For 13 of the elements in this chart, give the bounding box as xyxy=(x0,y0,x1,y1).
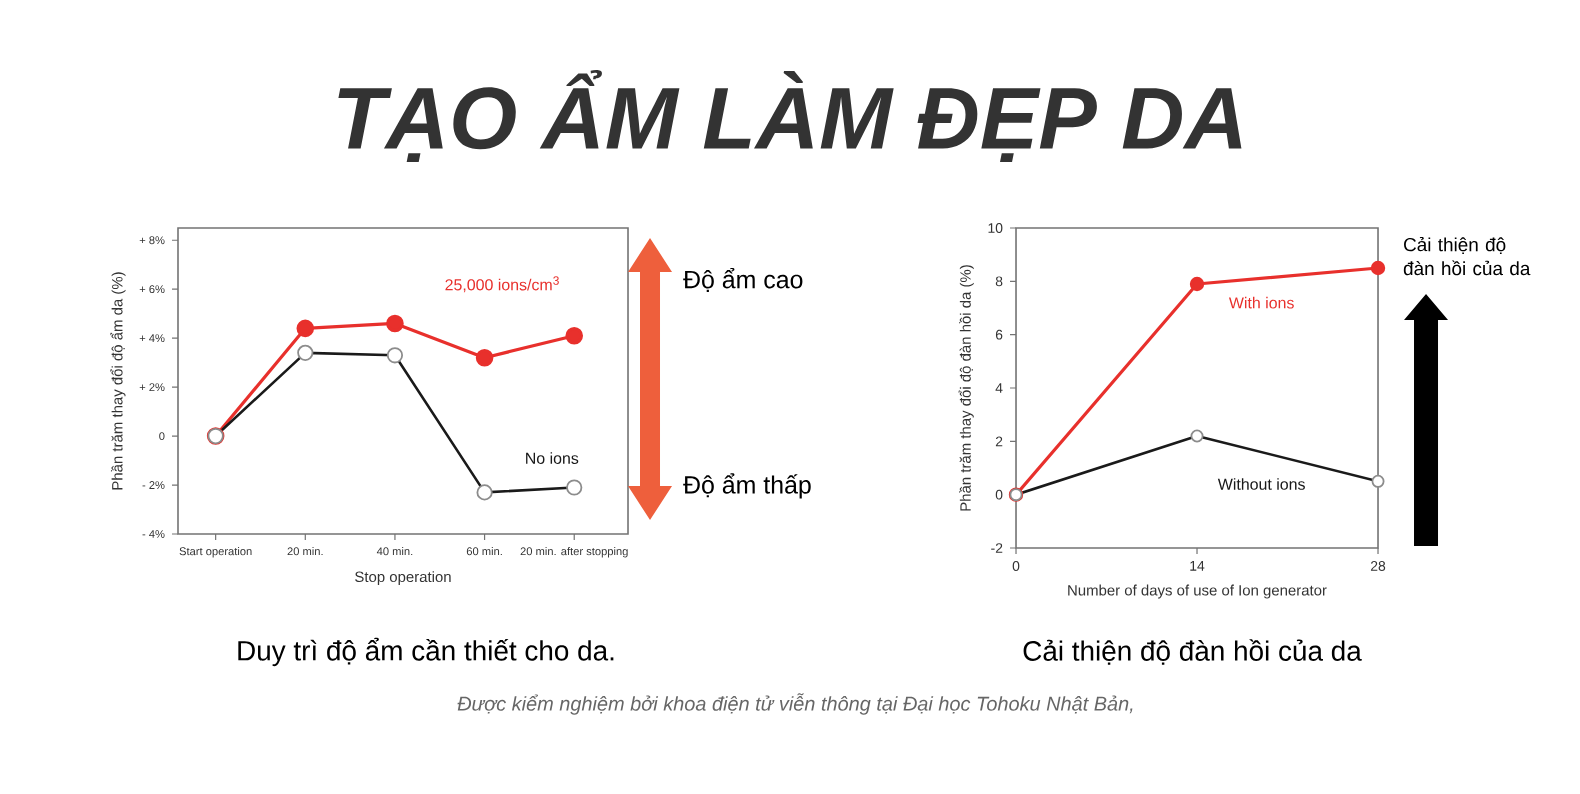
text: Cải thiện độ đàn hồi của da xyxy=(1403,237,1531,276)
point xyxy=(475,348,494,367)
chart-title: TẠO ẨM LÀM ĐẸP DA xyxy=(338,69,1242,163)
text: Được kiểm nghiệm bởi khoa điện tử viễn thông tại Đại học Tohoku Nhật Bản, xyxy=(457,693,1133,715)
point xyxy=(1370,260,1386,276)
text: Độ ẩm cao xyxy=(683,268,803,292)
point xyxy=(296,319,315,338)
point xyxy=(386,314,404,333)
text: Duy trì độ ẩm cần thiết cho da. xyxy=(238,637,614,667)
point xyxy=(565,326,584,345)
text: Độ ẩm thấp xyxy=(683,473,811,499)
text: Cải thiện độ đàn hồi của da xyxy=(1023,639,1362,665)
point xyxy=(1189,276,1205,292)
